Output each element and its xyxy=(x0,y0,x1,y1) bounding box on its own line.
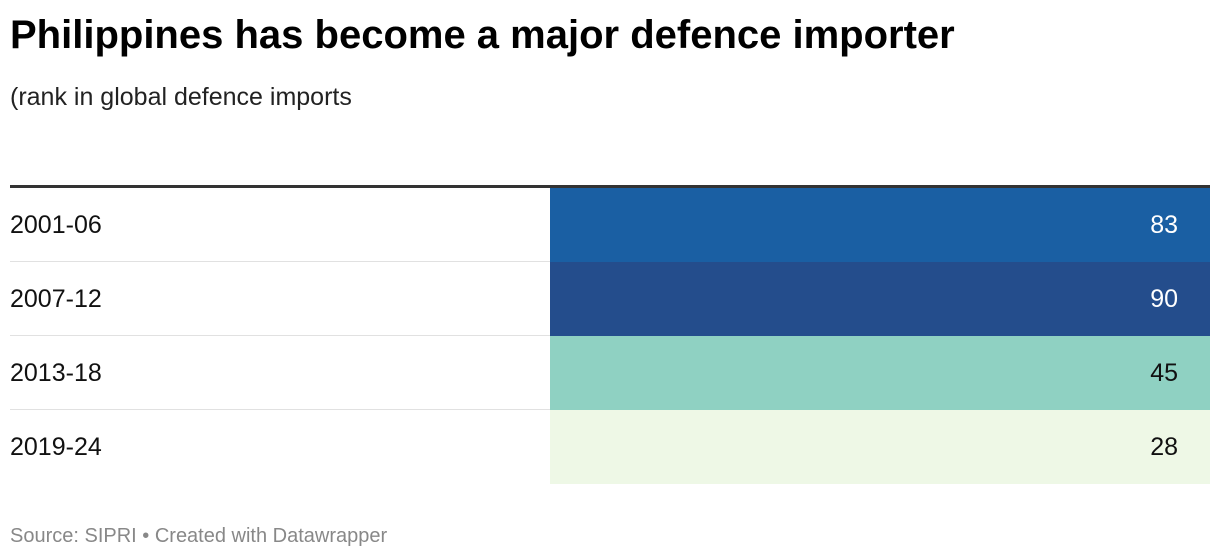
row-label-period: 2013-18 xyxy=(10,359,102,387)
source-footer: Source: SIPRI • Created with Datawrapper xyxy=(10,525,388,547)
rank-cell: 83 xyxy=(550,188,1210,262)
row-label-period: 2019-24 xyxy=(10,433,102,461)
rank-cell: 45 xyxy=(550,336,1210,410)
row-label-period: 2007-12 xyxy=(10,285,102,313)
table-row: 2013-18 45 xyxy=(10,336,1210,410)
chart-title: Philippines has become a major defence i… xyxy=(10,13,955,57)
table-row: 2001-06 83 xyxy=(10,188,1210,262)
rank-value: 28 xyxy=(1150,433,1178,461)
rank-cell: 28 xyxy=(550,410,1210,484)
rank-value: 45 xyxy=(1150,359,1178,387)
row-label-period: 2001-06 xyxy=(10,211,102,239)
rank-value: 83 xyxy=(1150,211,1178,239)
table-row: 2019-24 28 xyxy=(10,410,1210,484)
table-row: 2007-12 90 xyxy=(10,262,1210,336)
rank-table: 2001-06 83 2007-12 90 2013-18 45 2019-24… xyxy=(10,185,1210,484)
rank-cell: 90 xyxy=(550,262,1210,336)
rank-value: 90 xyxy=(1150,285,1178,313)
chart-subtitle: (rank in global defence imports xyxy=(10,83,352,111)
